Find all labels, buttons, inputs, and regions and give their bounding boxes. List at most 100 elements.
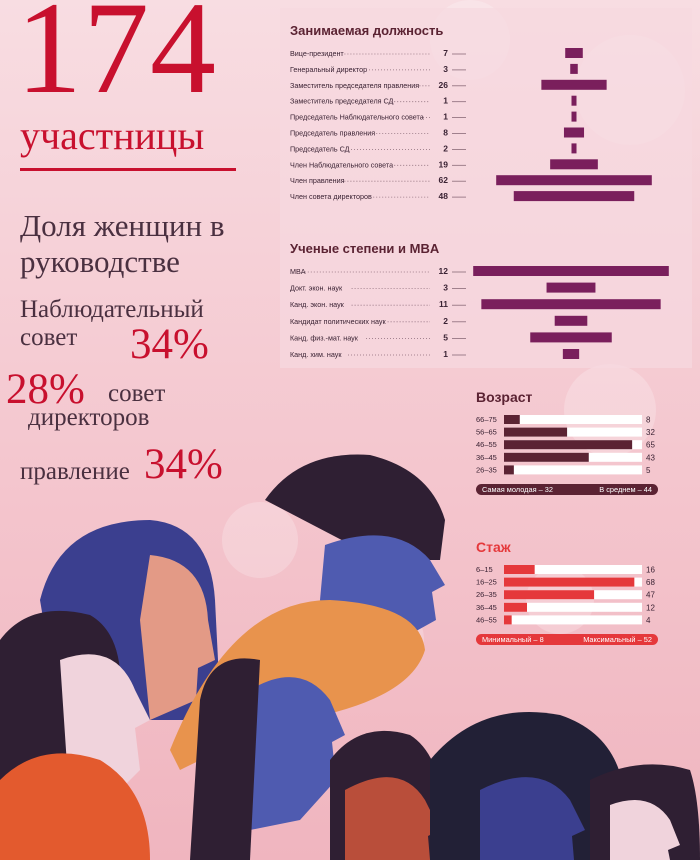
chart-0-value-label: 62	[439, 175, 449, 185]
chart-0-value-label: 1	[443, 96, 448, 106]
supervisory-pct: 34%	[130, 321, 209, 368]
chart-2-value-label: 8	[646, 416, 651, 425]
chart-3-category-label: 46–55	[476, 615, 497, 624]
chart-3-bar	[504, 602, 527, 612]
board-pct: 34%	[144, 441, 223, 488]
chart-1-category-label: Канд. экон. наук	[290, 300, 345, 309]
chart-3-footer-left: Минимальный – 8	[482, 635, 544, 644]
chart-1-category-label: Канд. физ.-мат. наук	[290, 333, 359, 342]
board-label: правление	[20, 458, 130, 485]
chart-3-footer-right: Максимальный – 52	[583, 635, 652, 644]
chart-0-category-label: Председатель правления	[290, 129, 375, 138]
chart-2-bar	[504, 440, 633, 450]
chart-1-value-label: 11	[439, 299, 448, 309]
chart-0-value-label: 3	[443, 64, 448, 74]
chart-2-bar	[504, 427, 568, 437]
chart-1-bar	[562, 349, 580, 359]
chart-2-category-label: 36–45	[476, 453, 497, 462]
chart-1-bar	[481, 299, 661, 310]
chart-3-value-label: 12	[646, 603, 655, 612]
chart-3-title: Стаж	[476, 539, 512, 555]
chart-1-bar	[554, 315, 588, 326]
participants-label: участницы	[20, 113, 205, 158]
chart-2-value-label: 43	[646, 453, 655, 462]
participants-count: 174	[16, 0, 217, 121]
chart-3-category-label: 36–45	[476, 603, 497, 612]
chart-2-bar	[504, 415, 520, 424]
chart-1-value-label: 1	[443, 349, 448, 359]
chart-2-track	[504, 415, 642, 424]
chart-0-value-label: 19	[439, 159, 449, 169]
chart-3-value-label: 68	[646, 578, 655, 587]
chart-0-category-label: Генеральный директор	[290, 65, 367, 74]
chart-1-bar	[473, 266, 669, 276]
chart-0-bar	[541, 79, 607, 90]
chart-2-title: Возраст	[476, 389, 533, 405]
chart-0-bar	[563, 127, 585, 138]
chart-0-category-label: Председатель Наблюдательного совета	[290, 113, 424, 122]
chart-0-category-label: Член совета директоров	[290, 192, 372, 201]
chart-1-category-label: Канд. хим. наук	[290, 350, 342, 359]
chart-0-value-label: 8	[443, 128, 448, 138]
chart-0-category-label: Член Наблюдательного совета	[290, 160, 393, 169]
chart-1-bar	[546, 282, 596, 293]
chart-3-value-label: 16	[646, 566, 655, 575]
chart-3-bar	[504, 565, 535, 574]
chart-0-category-label: Вице-президент	[290, 49, 344, 58]
chart-3-track	[504, 615, 642, 625]
chart-1-value-label: 3	[443, 283, 448, 293]
chart-2-value-label: 65	[646, 441, 655, 450]
chart-2-category-label: 56–65	[476, 428, 497, 437]
chart-2-track	[504, 427, 642, 437]
chart-0-category-label: Заместитель председателя правления	[290, 81, 419, 90]
chart-0-bar	[565, 48, 583, 58]
chart-3-track	[504, 565, 642, 574]
positions-panel-bg	[280, 8, 692, 368]
chart-2-bar	[504, 465, 514, 475]
chart-0-bar	[570, 63, 578, 74]
chart-0-bar	[571, 111, 577, 122]
chart-0-title: Занимаемая должность	[290, 23, 443, 38]
chart-0-category-label: Член правления	[290, 176, 345, 185]
chart-2-category-label: 66–75	[476, 415, 497, 424]
chart-3-category-label: 16–25	[476, 578, 497, 587]
chart-3-value-label: 47	[646, 591, 655, 600]
chart-3-category-label: 6–15	[476, 565, 493, 574]
chart-1-value-label: 12	[439, 266, 449, 276]
chart-0-category-label: Председатель СД	[290, 144, 350, 153]
chart-3-value-label: 4	[646, 616, 651, 625]
chart-2-track	[504, 465, 642, 475]
chart-0-category-label: Заместитель председателя СД	[290, 97, 394, 106]
chart-2-footer-left: Самая молодая – 32	[482, 485, 553, 494]
chart-2-footer-pill	[476, 484, 658, 495]
directors-pct: 28%	[6, 366, 85, 413]
chart-3-bar	[504, 590, 595, 600]
chart-3-footer-pill	[476, 634, 658, 645]
chart-1-bar	[530, 332, 612, 343]
chart-2-value-label: 32	[646, 428, 655, 437]
share-title: Доля женщин в руководстве	[20, 208, 225, 279]
chart-0-value-label: 2	[443, 143, 448, 153]
chart-0-value-label: 26	[439, 80, 449, 90]
chart-2-bar	[504, 452, 589, 462]
chart-0-bar	[571, 143, 577, 154]
headline-divider	[20, 168, 236, 171]
directors-label-2: директоров	[28, 404, 150, 431]
chart-3-bar	[504, 577, 635, 587]
chart-0-bar	[496, 175, 652, 186]
chart-2-value-label: 5	[646, 466, 651, 475]
directors-label-1: совет	[108, 380, 166, 407]
chart-2-category-label: 26–35	[476, 465, 497, 474]
chart-1-category-label: Кандидат политических наук	[290, 317, 386, 326]
chart-2-footer-right: В среднем – 44	[599, 485, 652, 494]
chart-1-category-label: Докт. экон. наук	[290, 284, 343, 293]
chart-1-category-label: MBA	[290, 267, 306, 276]
chart-0-bar	[513, 191, 635, 202]
chart-0-value-label: 7	[443, 48, 448, 58]
chart-3-category-label: 26–35	[476, 590, 497, 599]
chart-2-category-label: 46–55	[476, 440, 497, 449]
supervisory-label: Наблюдательный совет	[20, 296, 204, 351]
chart-0-bar	[550, 159, 598, 170]
